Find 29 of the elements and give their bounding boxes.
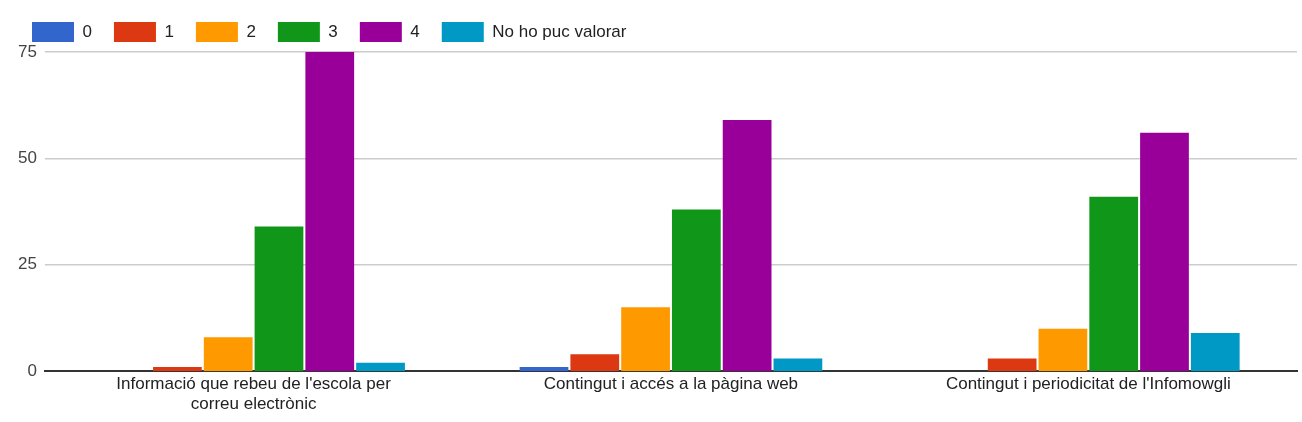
legend-label: 1 <box>164 21 174 41</box>
bar <box>153 366 202 372</box>
x-tick-label: Informació que rebeu de l'escola per correu electrònic <box>116 374 392 414</box>
bar <box>254 226 304 372</box>
bar <box>203 337 253 372</box>
bar <box>1190 332 1240 372</box>
x-tick-label: Contingut i accés a la pàgina web <box>543 374 799 394</box>
bar <box>621 307 670 372</box>
legend-label: 0 <box>82 21 92 41</box>
bar <box>356 362 405 372</box>
y-tick-label: 25 <box>17 254 37 274</box>
y-tick-label: 0 <box>27 360 37 380</box>
bar <box>722 120 772 372</box>
legend-label: 2 <box>246 21 256 41</box>
bar <box>773 358 823 372</box>
bar <box>671 209 721 372</box>
legend-label: No ho puc valorar <box>492 21 627 41</box>
bar <box>1038 328 1088 372</box>
x-tick-label: Contingut i periodicitat de l'Infomowgli <box>945 374 1231 394</box>
bar <box>1089 196 1139 372</box>
bar <box>1140 132 1189 372</box>
y-tick-label: 50 <box>17 148 37 168</box>
bar <box>519 366 569 372</box>
legend-label: 4 <box>410 21 420 41</box>
legend-label: 3 <box>328 21 338 41</box>
bar <box>570 354 620 372</box>
bar <box>305 52 355 372</box>
y-tick-label: 75 <box>17 41 37 61</box>
bar <box>987 358 1037 372</box>
